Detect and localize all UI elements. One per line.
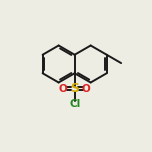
Text: O: O	[82, 84, 90, 94]
Text: O: O	[59, 84, 67, 94]
Text: Cl: Cl	[69, 99, 80, 109]
Text: S: S	[70, 83, 79, 95]
